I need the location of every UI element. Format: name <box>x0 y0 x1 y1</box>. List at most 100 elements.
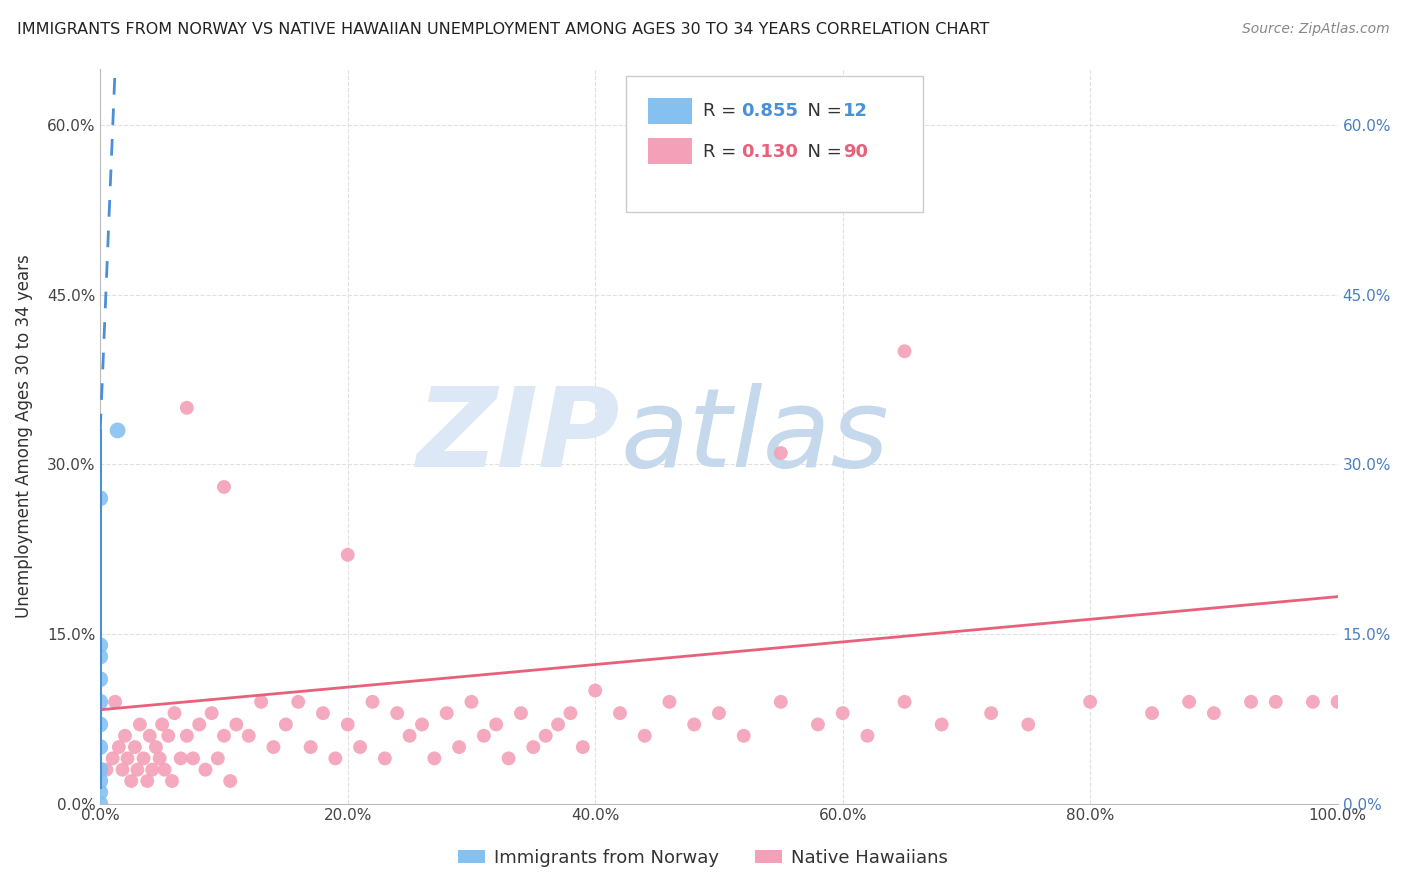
Point <box>225 717 247 731</box>
Point <box>1240 695 1263 709</box>
Point <box>1326 695 1348 709</box>
Point <box>856 729 879 743</box>
Point <box>157 729 180 743</box>
Point <box>707 706 730 720</box>
Point <box>472 729 495 743</box>
Point <box>423 751 446 765</box>
Text: 12: 12 <box>842 103 868 120</box>
Point <box>89 638 111 652</box>
Point <box>181 751 204 765</box>
Point <box>127 763 149 777</box>
Point <box>212 729 235 743</box>
Text: 0.130: 0.130 <box>741 143 799 161</box>
Point <box>188 717 211 731</box>
Point <box>114 729 136 743</box>
Point <box>108 740 131 755</box>
Legend: Immigrants from Norway, Native Hawaiians: Immigrants from Norway, Native Hawaiians <box>451 842 955 874</box>
Text: 0.855: 0.855 <box>741 103 799 120</box>
Point <box>89 649 111 664</box>
Point <box>238 729 260 743</box>
Point <box>831 152 853 166</box>
Text: 90: 90 <box>842 143 868 161</box>
Text: Source: ZipAtlas.com: Source: ZipAtlas.com <box>1241 22 1389 37</box>
Point <box>831 706 853 720</box>
Point <box>312 706 335 720</box>
Point <box>194 763 217 777</box>
Point <box>89 785 111 799</box>
Point <box>893 695 915 709</box>
Point <box>139 729 162 743</box>
Point <box>89 717 111 731</box>
Point <box>111 763 134 777</box>
Point <box>207 751 229 765</box>
Point <box>149 751 172 765</box>
Point <box>534 729 557 743</box>
Point <box>325 751 347 765</box>
Point <box>160 774 183 789</box>
Point <box>683 717 706 731</box>
Point <box>336 717 359 731</box>
Point <box>274 717 297 731</box>
Point <box>572 740 595 755</box>
Point <box>96 763 118 777</box>
Point <box>287 695 309 709</box>
Point <box>769 446 792 460</box>
Point <box>449 740 471 755</box>
Point <box>128 717 150 731</box>
Point <box>498 751 520 765</box>
Point <box>547 717 569 731</box>
Point <box>219 774 242 789</box>
Point <box>89 695 111 709</box>
Point <box>361 695 384 709</box>
FancyBboxPatch shape <box>626 76 924 212</box>
Point <box>250 695 273 709</box>
Point <box>107 424 129 438</box>
Text: atlas: atlas <box>620 383 889 490</box>
Point <box>980 706 1002 720</box>
Point <box>299 740 322 755</box>
Point <box>101 751 124 765</box>
Point <box>104 695 127 709</box>
Point <box>733 729 755 743</box>
Point <box>89 763 111 777</box>
Point <box>349 740 371 755</box>
Point <box>485 717 508 731</box>
Point <box>89 740 111 755</box>
Point <box>1140 706 1163 720</box>
Text: N =: N = <box>796 143 848 161</box>
FancyBboxPatch shape <box>648 98 692 124</box>
Point <box>141 763 163 777</box>
Text: ZIP: ZIP <box>416 383 620 490</box>
Point <box>1078 695 1101 709</box>
Point <box>117 751 139 765</box>
Text: R =: R = <box>703 143 742 161</box>
Point <box>398 729 420 743</box>
Point <box>89 774 111 789</box>
Point <box>176 401 198 415</box>
Point <box>336 548 359 562</box>
Point <box>1264 695 1286 709</box>
Point <box>510 706 533 720</box>
Point <box>522 740 544 755</box>
Point <box>201 706 224 720</box>
Point <box>807 717 830 731</box>
Text: R =: R = <box>703 103 742 120</box>
Point <box>176 729 198 743</box>
Point <box>163 706 186 720</box>
Point <box>893 344 915 359</box>
Point <box>411 717 433 731</box>
Point <box>609 706 631 720</box>
Point <box>124 740 146 755</box>
Point <box>145 740 167 755</box>
Point <box>436 706 458 720</box>
Point <box>460 695 482 709</box>
Point <box>769 695 792 709</box>
Point <box>1178 695 1201 709</box>
Point <box>153 763 176 777</box>
Point <box>132 751 155 765</box>
Point <box>931 717 953 731</box>
Point <box>263 740 285 755</box>
Point <box>387 706 409 720</box>
Point <box>89 797 111 811</box>
Point <box>212 480 235 494</box>
